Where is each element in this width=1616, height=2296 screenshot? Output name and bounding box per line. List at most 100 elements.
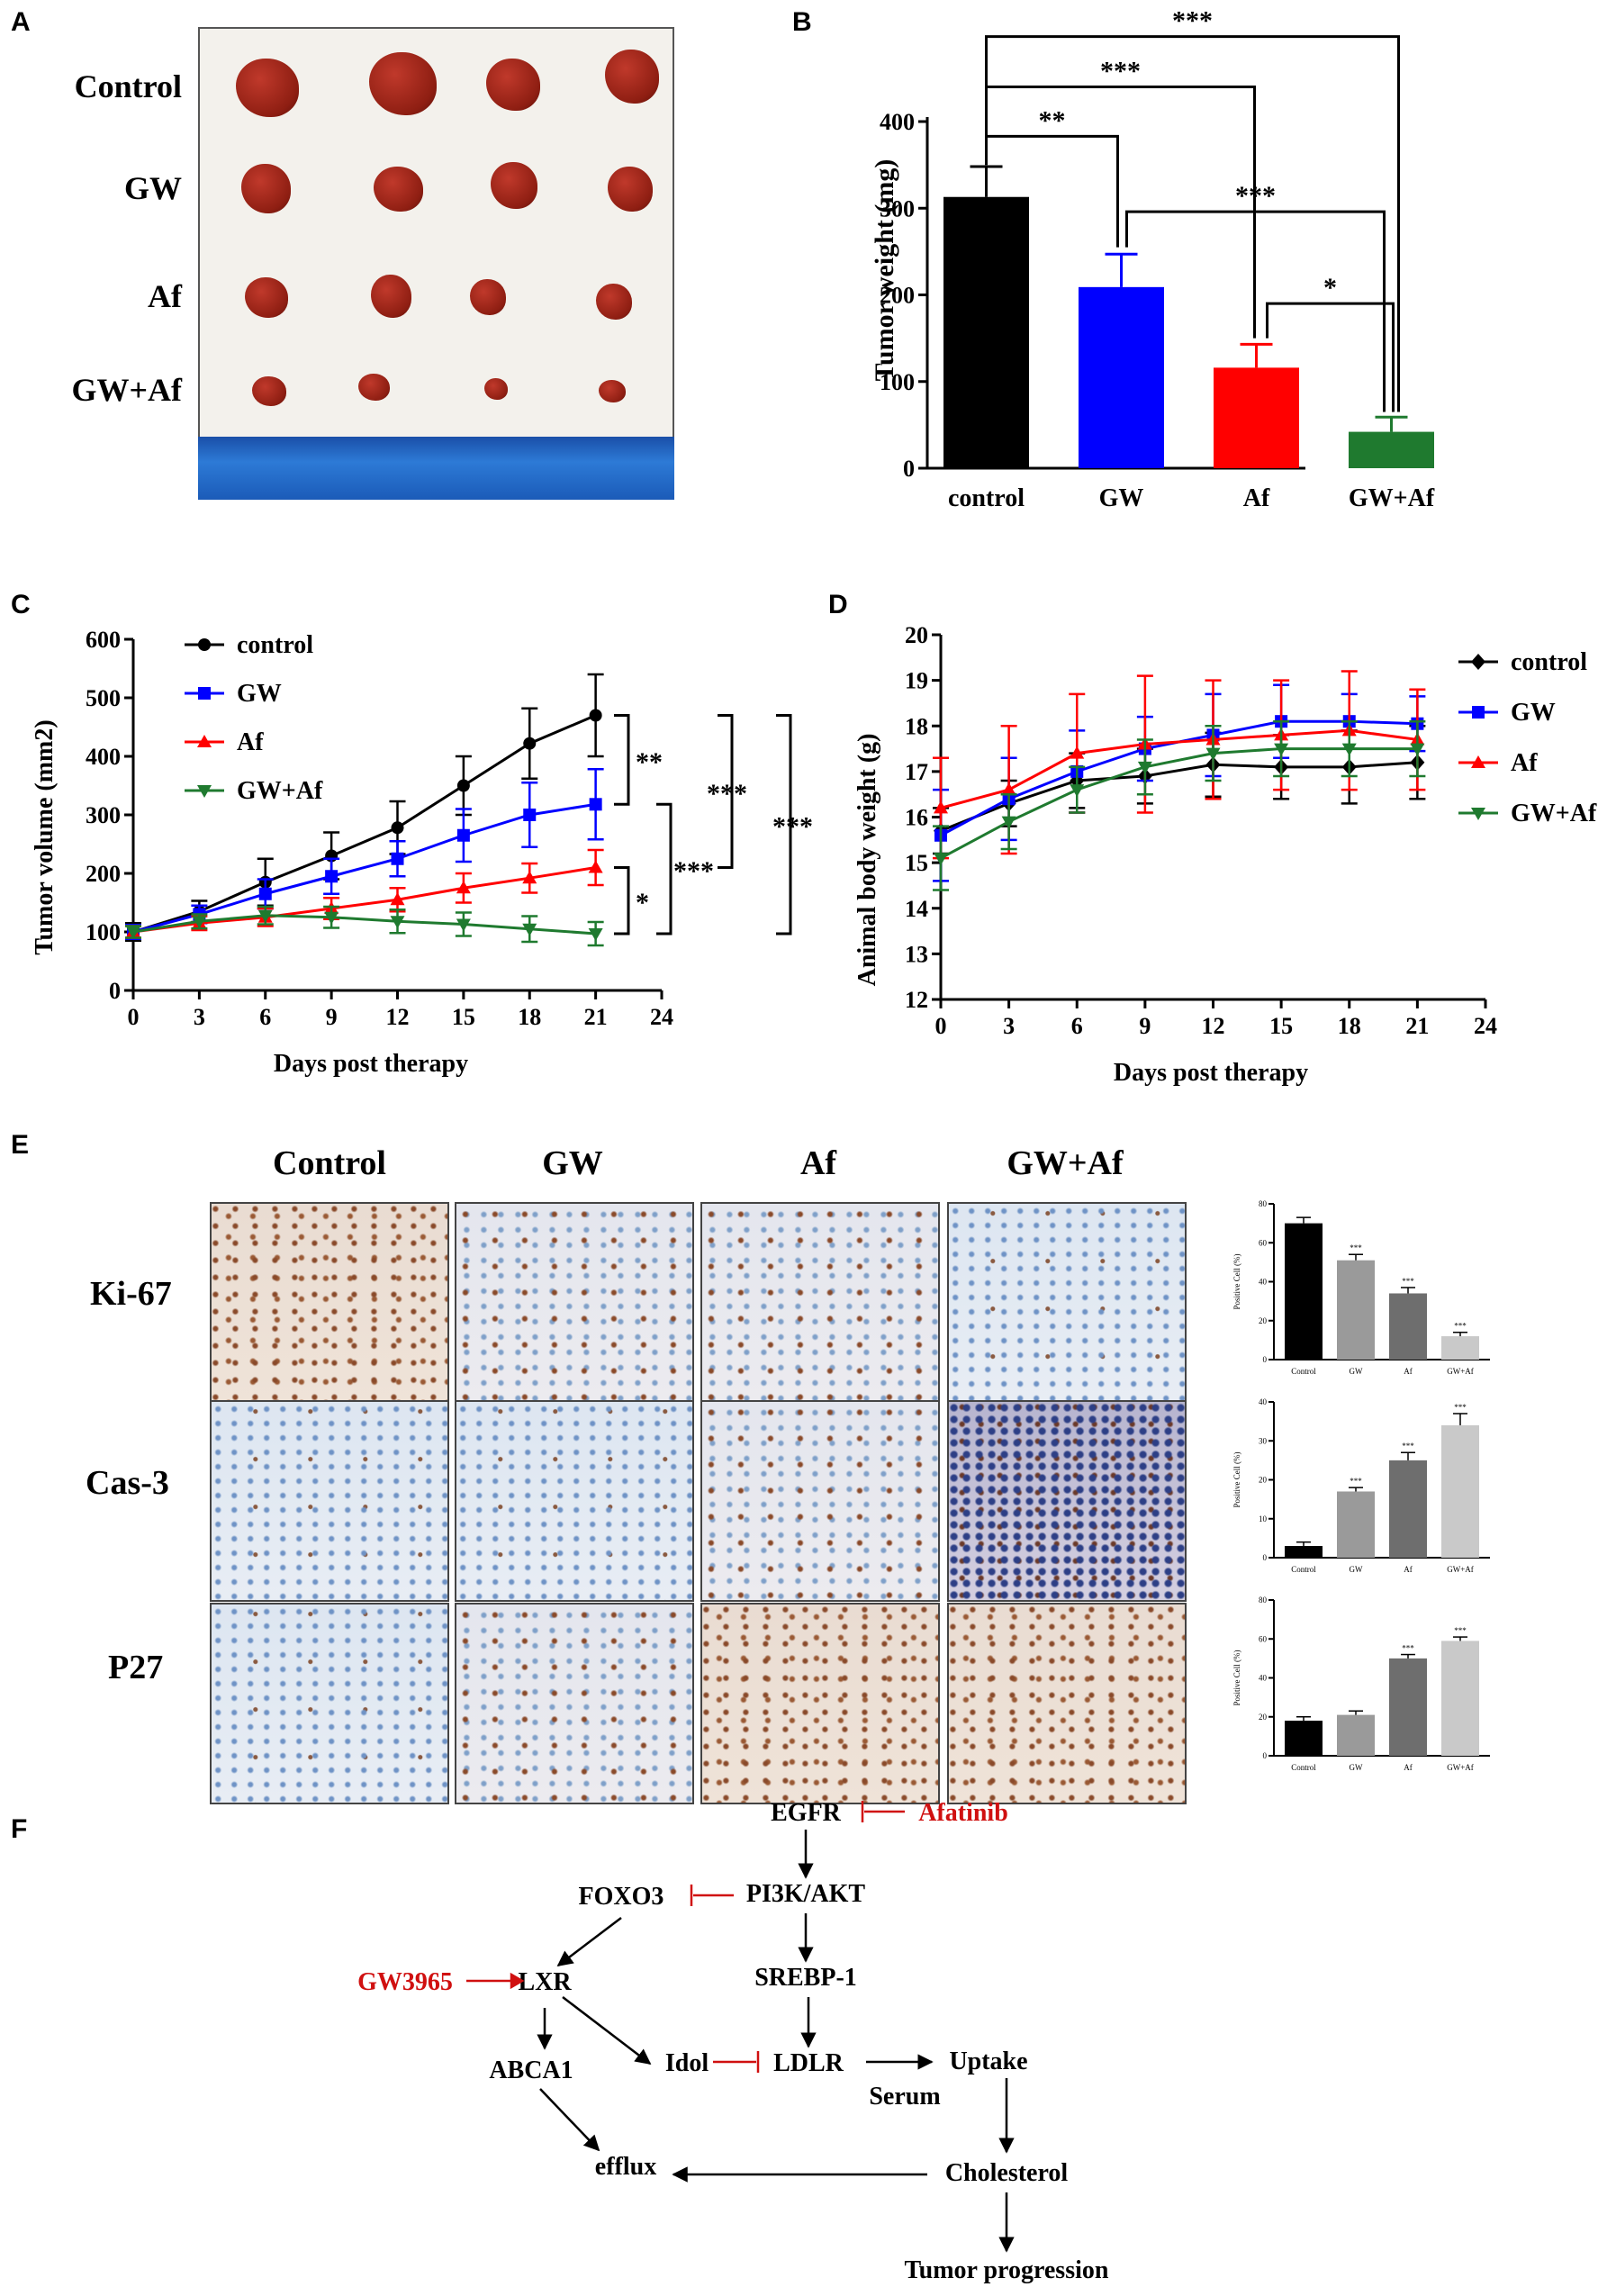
significance-label: * [636,888,649,917]
y-tick-label: 100 [86,919,121,945]
significance-label: *** [1350,1477,1362,1486]
x-tick-label: 3 [1003,1013,1015,1039]
tumor [369,52,437,115]
significance-bracket [614,866,630,936]
y-axis-label: Positive Cell (%) [1232,1254,1241,1310]
y-tick-label: 40 [1259,1278,1268,1287]
panel-label-f: F [11,1814,28,1844]
bar [1285,1223,1323,1360]
significance-label: *** [1402,1442,1414,1451]
ihc-col-gw: GW [542,1144,603,1182]
data-point [257,909,273,923]
data-point [1274,743,1289,756]
series-line [940,761,1418,833]
ihc-row-cas3: Cas-3 [86,1464,169,1502]
x-tick-label: 6 [1071,1013,1083,1039]
tumor [599,380,626,402]
x-tick-label: GW+Af [1447,1565,1474,1574]
bar [1441,1424,1479,1558]
y-tick-label: 20 [1259,1476,1268,1485]
data-point [192,916,207,929]
data-point [456,779,470,792]
significance-label: *** [1172,6,1213,36]
ihc-col-gwaf: GW+Af [1007,1144,1124,1182]
y-tick-label: 300 [86,802,121,828]
legend-label: control [1511,648,1587,676]
data-point [126,927,140,939]
data-point [390,892,405,906]
x-tick-label: Af [1404,1763,1413,1772]
ihc-image [210,1400,449,1602]
x-tick-label: Control [1291,1763,1316,1772]
significance-label: *** [1402,1644,1414,1653]
tumor [374,167,423,212]
legend-label: GW [1511,699,1556,727]
legend-marker [1472,706,1485,719]
y-tick-label: 200 [880,283,915,309]
x-tick-label: Af [1243,484,1270,512]
legend-label: Af [237,728,264,756]
significance-label: *** [1402,1277,1414,1286]
ihc-col-control: Control [273,1144,386,1182]
y-tick-label: 300 [880,195,915,221]
x-tick-label: 24 [1474,1013,1497,1039]
ihc-image [947,1603,1187,1804]
bar [1079,286,1164,468]
chart-e-cas3: 0 10 20 30 40 Positive Cell (%) Control GW Af GW+… [1232,1397,1490,1574]
activate-head [510,1972,525,1990]
x-tick-label: 12 [386,1004,410,1030]
ihc-image [700,1603,940,1804]
y-tick-label: 10 [1259,1514,1268,1523]
y-tick-label: 19 [905,668,928,694]
legend-marker [198,638,211,651]
y-axis-label: Positive Cell (%) [1232,1650,1241,1706]
panel-label-b: B [792,7,812,37]
tumor [241,164,291,213]
significance-label: *** [1100,57,1141,86]
bar [1214,367,1299,468]
chart-d: 12 13 14 15 16 17 18 19 20 0 3 6 9 12 15 18 21 24 control G… [853,622,1597,1087]
y-tick-label: 500 [86,685,121,711]
data-point [324,911,339,925]
x-tick-label: Af [1404,1367,1413,1376]
ihc-row-p27: P27 [108,1649,164,1686]
legend-marker [197,785,212,798]
chart-c-ylabel: Tumor volume (mm2) [31,719,59,954]
chart-e-ki67: 0 20 40 60 80 Positive Cell (%) Control GW Af GW+… [1232,1199,1490,1376]
bar [1389,1460,1427,1558]
y-tick-label: 16 [905,805,928,831]
panel-label-a: A [11,7,31,37]
y-tick-label: 12 [905,987,928,1013]
data-point [1137,761,1152,774]
y-axis-label: Positive Cell (%) [1232,1452,1241,1508]
bar [943,196,1029,469]
node-uptake: Uptake [949,2047,1027,2075]
bar [1285,1546,1323,1558]
x-tick-label: 21 [584,1004,608,1030]
ihc-image [210,1603,449,1804]
row-label-control: Control [74,68,182,104]
y-tick-label: 0 [1263,1553,1268,1562]
ihc-row-ki67: Ki-67 [90,1275,172,1313]
x-tick-label: GW [1350,1763,1363,1772]
significance-label: *** [772,812,813,842]
data-point [588,860,603,873]
tumor [608,167,653,212]
data-point [258,887,272,900]
y-tick-label: 0 [109,978,121,1004]
x-tick-label: 15 [1269,1013,1293,1039]
node-cholesterol: Cholesterol [945,2159,1069,2187]
x-tick-label: 18 [1338,1013,1361,1039]
significance-label: *** [1454,1403,1467,1412]
data-point [456,881,471,894]
pathway-diagram: EGFR Afatinib FOXO3 PI3K/AKT GW3965 LXR … [357,1799,1109,2284]
significance-label: *** [1235,181,1276,211]
chart-c: 0 100 200 300 400 500 600 0 3 6 9 12 15 18 21 24 control… [31,627,813,1078]
series-line [132,866,596,934]
node-tumor-progression: Tumor progression [905,2256,1109,2284]
legend-marker [1471,808,1485,820]
data-point [523,737,537,750]
bar [1337,1260,1375,1360]
significance-label: *** [1454,1322,1467,1331]
